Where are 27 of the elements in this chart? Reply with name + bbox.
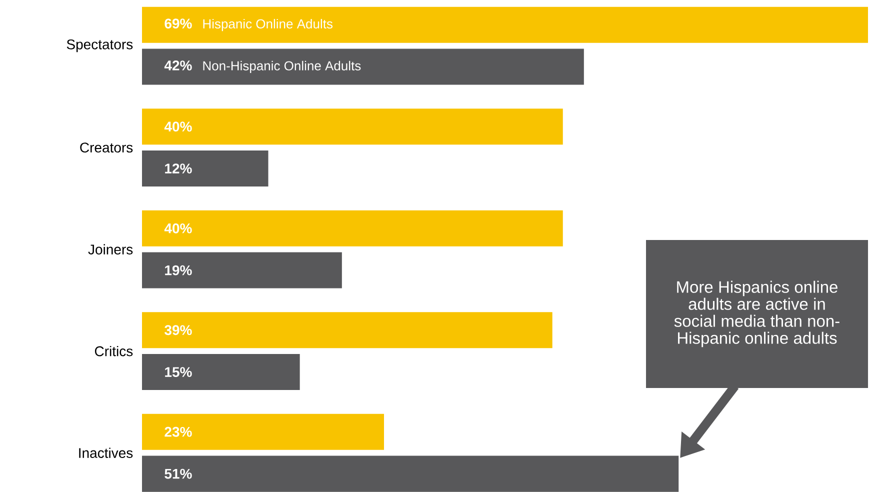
bar xyxy=(142,210,563,246)
data-label: 40% xyxy=(164,122,192,132)
data-label: 12% xyxy=(165,164,192,174)
data-label: 40% xyxy=(164,223,192,234)
y-tick-label: Spectators xyxy=(66,39,133,52)
data-label: 51% xyxy=(164,468,192,479)
data-label: 42% xyxy=(164,60,192,70)
data-label: 23% xyxy=(164,426,192,437)
bar xyxy=(142,6,868,43)
data-label: 15% xyxy=(165,367,192,377)
bar xyxy=(142,150,268,187)
bar xyxy=(142,252,342,288)
bar xyxy=(142,354,300,390)
bar xyxy=(142,312,552,348)
series-label: Non-Hispanic Online Adults xyxy=(203,60,361,73)
y-tick-label: Inactives xyxy=(79,448,133,458)
bar xyxy=(142,414,384,450)
data-label: 39% xyxy=(164,325,192,336)
data-label: 19% xyxy=(165,265,192,276)
series-label: Hispanic Online Adults xyxy=(203,18,333,32)
y-tick-label: Critics xyxy=(94,346,133,356)
bar xyxy=(142,108,563,145)
data-label: 69% xyxy=(164,18,192,29)
annotation: More Hispanics online adults are active in social media than non-Hispanic online adults xyxy=(674,280,840,348)
y-tick-label: Joiners xyxy=(88,244,133,254)
y-tick-label: Creators xyxy=(80,142,133,153)
bar xyxy=(142,48,584,85)
